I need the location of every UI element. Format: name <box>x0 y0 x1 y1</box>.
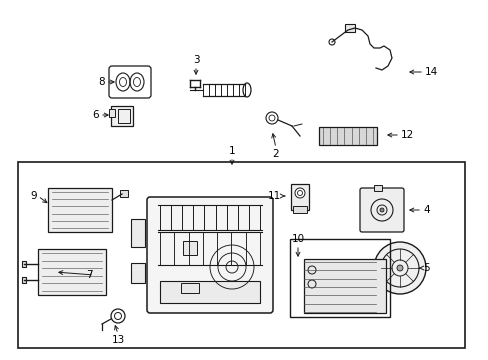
Bar <box>111 106 133 126</box>
Ellipse shape <box>265 112 278 124</box>
Text: 8: 8 <box>98 77 105 87</box>
Bar <box>304 259 385 313</box>
Text: 5: 5 <box>422 263 429 273</box>
Text: 3: 3 <box>192 55 199 65</box>
Bar <box>181 283 199 293</box>
Bar <box>109 109 115 117</box>
Text: 9: 9 <box>30 191 37 201</box>
Ellipse shape <box>373 242 425 294</box>
Bar <box>18 162 464 348</box>
Bar <box>290 184 308 210</box>
Ellipse shape <box>243 83 250 97</box>
Bar <box>22 261 26 267</box>
FancyBboxPatch shape <box>147 197 272 313</box>
Bar <box>318 127 376 145</box>
Text: 2: 2 <box>272 149 279 159</box>
Bar <box>373 185 381 191</box>
Text: 10: 10 <box>291 234 304 244</box>
Text: 13: 13 <box>111 335 124 345</box>
Ellipse shape <box>111 309 125 323</box>
Bar <box>345 24 354 32</box>
Ellipse shape <box>328 39 334 45</box>
Text: 4: 4 <box>422 205 429 215</box>
Text: 14: 14 <box>424 67 437 77</box>
Bar <box>118 109 130 123</box>
Bar <box>48 188 112 232</box>
Bar <box>131 219 145 247</box>
Text: 12: 12 <box>400 130 413 140</box>
Text: 7: 7 <box>86 270 93 280</box>
Bar <box>160 281 260 303</box>
Bar <box>289 239 389 317</box>
Ellipse shape <box>379 208 383 212</box>
Text: 1: 1 <box>228 146 235 156</box>
Text: 6: 6 <box>92 110 99 120</box>
Bar <box>131 263 145 283</box>
Ellipse shape <box>396 265 402 271</box>
FancyBboxPatch shape <box>359 188 403 232</box>
Bar <box>22 277 26 283</box>
FancyBboxPatch shape <box>109 66 151 98</box>
Bar <box>38 249 106 295</box>
Text: 11: 11 <box>267 191 281 201</box>
Bar <box>120 189 128 197</box>
Bar <box>183 241 197 255</box>
Bar <box>292 206 306 212</box>
Ellipse shape <box>294 188 305 198</box>
